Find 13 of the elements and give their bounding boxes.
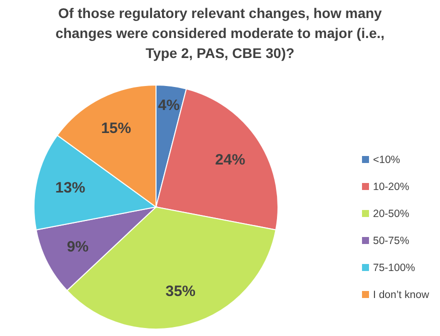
legend-label: <10% xyxy=(373,154,400,166)
legend-label: I don’t know xyxy=(373,289,430,301)
data-label: 15% xyxy=(101,120,132,138)
legend-label: 10-20% xyxy=(373,181,410,193)
data-label: 9% xyxy=(66,238,89,256)
legend-label: 75-100% xyxy=(373,262,416,274)
legend-label: 50-75% xyxy=(373,235,410,247)
data-label: 4% xyxy=(158,96,180,114)
data-label: 13% xyxy=(55,179,86,196)
data-label: 24% xyxy=(215,151,246,168)
legend-label: 20-50% xyxy=(373,208,410,220)
data-label: 35% xyxy=(165,282,196,300)
chart-title: Of those regulatory relevant changes, how many changes were considered moderate to major (i.e., Type 2, PAS, CBE 30)? xyxy=(55,5,385,61)
